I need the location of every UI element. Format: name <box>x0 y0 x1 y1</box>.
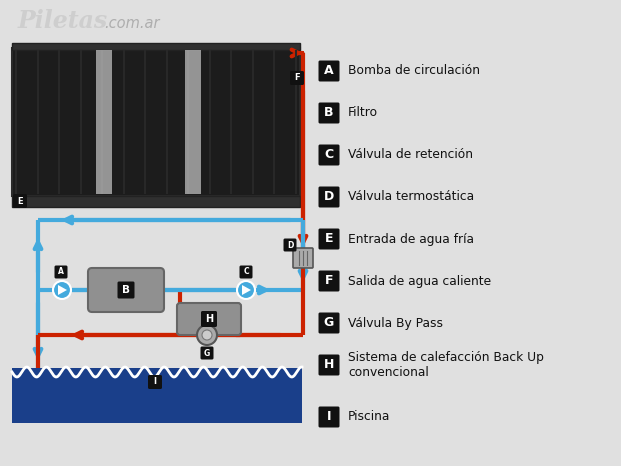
FancyBboxPatch shape <box>88 268 164 312</box>
FancyBboxPatch shape <box>201 347 214 359</box>
FancyBboxPatch shape <box>319 186 340 207</box>
Polygon shape <box>242 285 251 295</box>
Text: Entrada de agua fría: Entrada de agua fría <box>348 233 474 246</box>
FancyBboxPatch shape <box>319 103 340 123</box>
Bar <box>12 368 302 423</box>
Text: G: G <box>204 349 210 357</box>
FancyBboxPatch shape <box>319 406 340 427</box>
FancyBboxPatch shape <box>240 266 253 279</box>
FancyBboxPatch shape <box>290 71 304 85</box>
Text: C: C <box>324 149 333 162</box>
Circle shape <box>202 330 212 340</box>
Text: D: D <box>324 191 334 204</box>
FancyBboxPatch shape <box>319 228 340 249</box>
Circle shape <box>197 325 217 345</box>
FancyBboxPatch shape <box>201 311 217 327</box>
Text: Piscina: Piscina <box>348 411 391 424</box>
Text: Válvula termostática: Válvula termostática <box>348 191 474 204</box>
FancyBboxPatch shape <box>13 194 27 208</box>
Circle shape <box>237 281 255 299</box>
Text: I: I <box>153 377 156 386</box>
FancyBboxPatch shape <box>55 266 68 279</box>
Text: B: B <box>324 107 333 119</box>
FancyBboxPatch shape <box>319 270 340 292</box>
Text: B: B <box>122 285 130 295</box>
Polygon shape <box>58 285 67 295</box>
Text: Válvula de retención: Válvula de retención <box>348 149 473 162</box>
Text: A: A <box>324 64 334 77</box>
Text: Piletas: Piletas <box>18 9 108 33</box>
Text: F: F <box>325 274 333 288</box>
Bar <box>12 48 300 196</box>
Text: E: E <box>17 197 23 206</box>
Text: Bomba de circulación: Bomba de circulación <box>348 64 480 77</box>
FancyBboxPatch shape <box>117 281 135 299</box>
Text: G: G <box>324 316 334 329</box>
Text: I: I <box>327 411 331 424</box>
Text: H: H <box>324 358 334 371</box>
Bar <box>185 50 201 194</box>
FancyBboxPatch shape <box>319 313 340 334</box>
Text: C: C <box>243 267 249 276</box>
Circle shape <box>53 281 71 299</box>
Text: F: F <box>294 74 300 82</box>
Text: D: D <box>287 240 293 249</box>
FancyBboxPatch shape <box>319 61 340 82</box>
FancyBboxPatch shape <box>177 303 241 335</box>
FancyBboxPatch shape <box>319 355 340 376</box>
FancyBboxPatch shape <box>293 248 313 268</box>
Bar <box>12 43 300 50</box>
Text: Filtro: Filtro <box>348 107 378 119</box>
Bar <box>96 50 112 194</box>
Text: A: A <box>58 267 64 276</box>
Text: .com.ar: .com.ar <box>104 16 160 31</box>
Text: Válvula By Pass: Válvula By Pass <box>348 316 443 329</box>
Text: Salida de agua caliente: Salida de agua caliente <box>348 274 491 288</box>
Text: Sistema de calefacción Back Up
convencional: Sistema de calefacción Back Up convencio… <box>348 351 544 379</box>
FancyBboxPatch shape <box>148 375 162 389</box>
FancyBboxPatch shape <box>284 239 296 252</box>
Text: E: E <box>325 233 333 246</box>
FancyBboxPatch shape <box>319 144 340 165</box>
Text: H: H <box>205 314 213 324</box>
Bar <box>12 196 300 207</box>
